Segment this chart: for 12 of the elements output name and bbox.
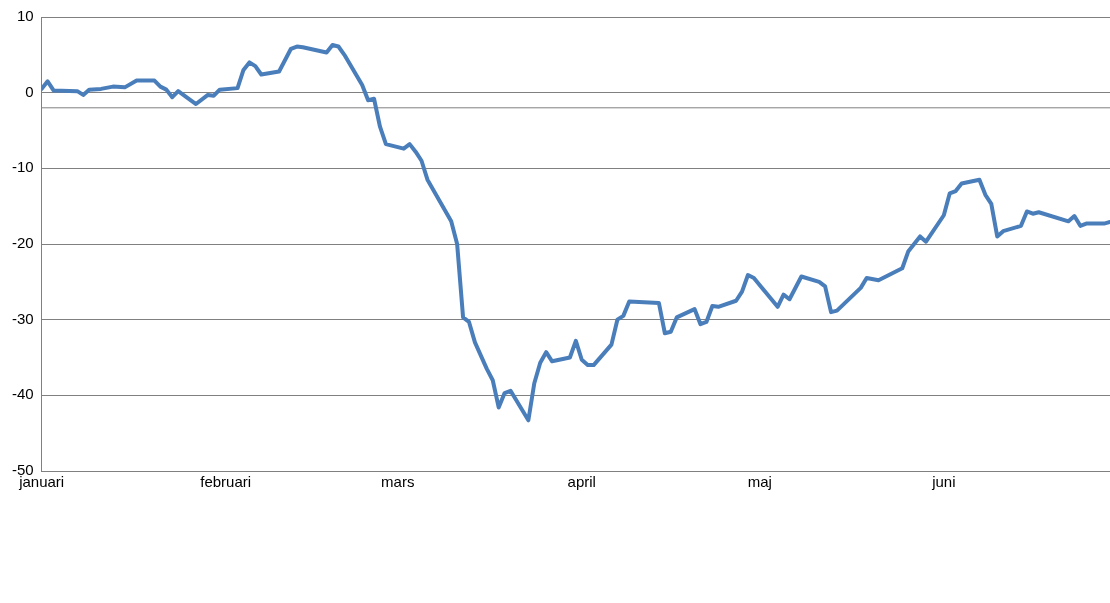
x-tick-label: april (567, 473, 596, 491)
y-tick-label: 0 (25, 82, 34, 100)
y-tick-label: -20 (11, 234, 34, 252)
y-tick-label: -30 (11, 309, 34, 327)
x-tick-label: februari (200, 473, 252, 491)
y-tick-label: -50 (11, 461, 34, 479)
y-tick-label: -40 (11, 385, 34, 403)
y-tick-label: -10 (11, 158, 34, 176)
x-tick-label: juni (931, 473, 956, 491)
x-tick-label: maj (747, 473, 772, 491)
x-tick-label: mars (381, 473, 415, 491)
y-tick-label: 10 (16, 7, 34, 25)
